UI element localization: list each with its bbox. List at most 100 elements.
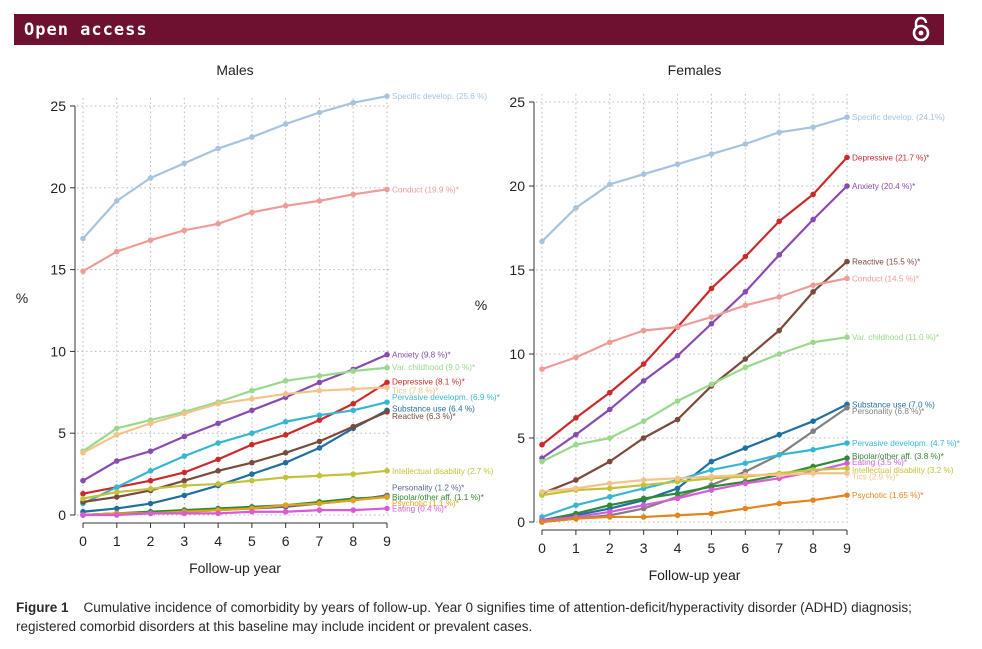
y-tick-label: 25 [509,94,525,110]
data-point [249,508,255,515]
data-point [674,416,681,423]
series-reactive: Reactive (15.5 %)* [539,258,921,497]
series-conduct: Conduct (14.5 %)* [539,274,920,372]
x-tick-label: 8 [349,533,357,549]
series-label: Psychotic (1.65 %)* [852,491,924,500]
series-line [83,507,388,517]
data-point [316,109,323,116]
data-point [708,510,715,517]
data-point [147,510,154,517]
data-point [316,472,323,479]
data-point [674,352,681,359]
data-point [742,445,749,451]
data-point [640,361,647,367]
data-point [350,99,357,106]
x-tick-label: 1 [572,540,580,556]
data-point [282,121,289,127]
data-point [776,294,783,300]
data-point [249,430,255,437]
data-point [384,409,390,415]
data-point [249,459,255,466]
data-point [181,410,188,417]
data-point [810,446,816,453]
series-line [82,353,388,482]
data-point [776,218,783,225]
open-access-icon [912,16,930,42]
x-tick-label: 3 [640,540,648,556]
series-label: Intellectual disability (3.2 %) [852,466,954,475]
x-tick-label: 7 [775,540,783,556]
y-tick-label: 10 [509,346,525,362]
data-point [810,216,816,223]
data-point [810,470,816,477]
data-point [810,339,816,346]
data-point [844,455,850,461]
data-point [606,406,613,413]
data-point [844,404,850,411]
data-point [573,515,579,522]
y-axis-label: % [16,290,28,306]
x-tick-label: 6 [282,533,290,549]
data-point [776,129,783,136]
data-point [844,183,850,189]
series-specific: Specific develop. (25.6 %) [80,92,487,242]
data-point [844,465,850,472]
data-point [181,433,188,440]
data-point [350,191,357,198]
data-point [844,114,850,120]
data-point [147,448,154,454]
data-point [215,400,221,407]
data-point [539,519,545,525]
data-point [539,441,545,448]
data-point [282,378,289,384]
data-point [640,495,647,502]
series-intellectual: Intellectual disability (3.2 %) [539,465,954,498]
data-point [384,351,390,358]
data-point [384,379,390,386]
y-axis-label: % [475,297,487,313]
data-point [147,486,154,492]
data-point [249,407,255,414]
data-point [573,477,579,483]
data-point [776,252,783,258]
data-point [640,502,647,509]
data-point [384,468,390,474]
data-point [316,373,323,379]
data-point [674,161,681,167]
caption-label: Figure 1 [16,600,69,615]
data-point [573,441,579,448]
x-tick-label: 1 [113,533,121,549]
data-point [573,502,579,509]
data-point [384,186,390,193]
data-point [810,191,816,198]
y-tick-label: 5 [58,425,66,441]
series-label: Reactive (6.3 %)* [392,412,457,421]
data-point [606,502,613,509]
series-label: Personality (6.8 %)* [852,407,925,416]
data-point [776,500,783,507]
data-point [640,514,647,520]
data-point [147,237,154,243]
data-point [844,460,850,467]
data-point [147,175,154,181]
data-point [640,482,647,488]
series-psychotic: Psychotic (1.65 %)* [539,491,924,525]
data-point [249,471,255,477]
x-axis-label: Follow-up year [189,560,281,576]
x-tick-label: 3 [180,533,188,549]
data-point [282,502,289,508]
y-tick-label: 5 [517,430,525,446]
data-point [776,351,783,357]
data-point [316,198,323,204]
data-point [384,399,390,405]
data-point [708,151,715,157]
caption-text: Cumulative incidence of comorbidity by y… [16,600,912,634]
data-point [350,471,357,477]
x-tick-label: 5 [248,533,256,549]
data-point [80,495,86,502]
data-point [640,378,647,384]
data-point [674,490,681,497]
data-point [776,431,783,438]
data-point [80,268,86,275]
data-point [708,320,715,327]
